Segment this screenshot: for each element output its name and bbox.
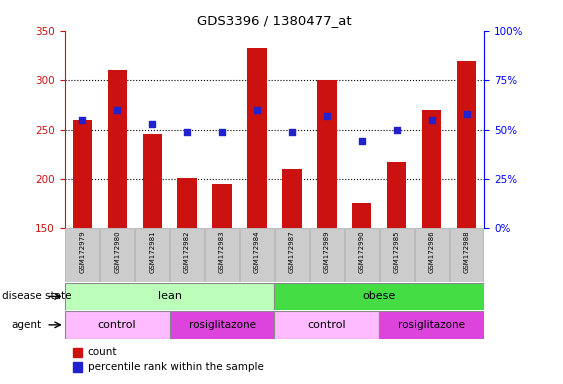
Text: rosiglitazone: rosiglitazone <box>189 320 256 330</box>
Text: GSM172979: GSM172979 <box>79 231 85 273</box>
Bar <box>275 311 379 339</box>
Text: GSM172987: GSM172987 <box>289 231 295 273</box>
Bar <box>318 80 337 228</box>
Title: GDS3396 / 1380477_at: GDS3396 / 1380477_at <box>197 14 352 27</box>
Text: GSM172985: GSM172985 <box>394 231 400 273</box>
Point <box>392 126 401 132</box>
Text: percentile rank within the sample: percentile rank within the sample <box>88 362 263 372</box>
Point <box>427 117 436 123</box>
Text: obese: obese <box>363 291 396 301</box>
Bar <box>73 120 92 228</box>
Bar <box>177 178 196 228</box>
Text: disease state: disease state <box>2 291 71 301</box>
FancyBboxPatch shape <box>450 228 484 282</box>
Text: GSM172988: GSM172988 <box>464 231 470 273</box>
FancyBboxPatch shape <box>380 228 414 282</box>
Bar <box>387 162 406 228</box>
FancyBboxPatch shape <box>240 228 274 282</box>
Text: GSM172982: GSM172982 <box>184 231 190 273</box>
FancyBboxPatch shape <box>310 228 343 282</box>
Point <box>288 129 297 135</box>
Point <box>217 129 226 135</box>
Bar <box>422 110 441 228</box>
Text: GSM172981: GSM172981 <box>149 231 155 273</box>
Text: GSM172986: GSM172986 <box>429 231 435 273</box>
Bar <box>352 203 372 228</box>
Bar <box>275 283 484 310</box>
Point <box>323 113 332 119</box>
Bar <box>65 283 275 310</box>
FancyBboxPatch shape <box>275 228 309 282</box>
Point <box>182 129 191 135</box>
Bar <box>282 169 302 228</box>
FancyBboxPatch shape <box>345 228 379 282</box>
Bar <box>212 184 231 228</box>
FancyBboxPatch shape <box>135 228 169 282</box>
Bar <box>73 348 82 357</box>
Text: GSM172983: GSM172983 <box>219 231 225 273</box>
Point <box>462 111 471 117</box>
Text: rosiglitazone: rosiglitazone <box>398 320 465 330</box>
FancyBboxPatch shape <box>65 228 99 282</box>
Point <box>78 117 87 123</box>
Text: control: control <box>98 320 136 330</box>
Bar <box>73 362 82 372</box>
FancyBboxPatch shape <box>170 228 204 282</box>
Text: control: control <box>307 320 346 330</box>
FancyBboxPatch shape <box>415 228 449 282</box>
Point <box>113 107 122 113</box>
Bar <box>247 48 267 228</box>
Text: GSM172990: GSM172990 <box>359 231 365 273</box>
Bar <box>379 311 484 339</box>
Text: GSM172989: GSM172989 <box>324 231 330 273</box>
Text: GSM172980: GSM172980 <box>114 231 120 273</box>
Bar <box>65 311 169 339</box>
Bar <box>457 61 476 228</box>
Text: GSM172984: GSM172984 <box>254 231 260 273</box>
Point <box>252 107 261 113</box>
Bar <box>108 70 127 228</box>
Point <box>358 138 367 144</box>
Text: agent: agent <box>11 320 42 330</box>
FancyBboxPatch shape <box>205 228 239 282</box>
FancyBboxPatch shape <box>100 228 134 282</box>
Text: count: count <box>88 347 117 357</box>
Text: lean: lean <box>158 291 182 301</box>
Point <box>148 121 157 127</box>
Bar <box>142 134 162 228</box>
Bar <box>169 311 275 339</box>
